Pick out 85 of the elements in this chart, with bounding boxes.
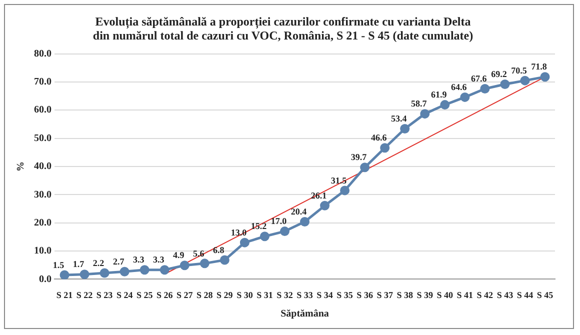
y-tick-label: 10.0 [34,246,52,257]
point [420,109,430,119]
y-tick-label: 80.0 [34,48,52,60]
x-tick-label: S 23 [96,290,114,300]
x-tick-label: S 44 [516,290,534,300]
point [240,238,250,248]
y-tick-label: 40.0 [34,161,52,172]
y-tick-label: 30.0 [34,189,52,200]
point [340,186,350,196]
data-label: 13.0 [230,227,248,238]
point [260,232,270,242]
y-tick-label: 0.0 [39,274,52,285]
x-tick-label: S 39 [416,290,434,300]
x-tick-label: S 42 [476,290,494,300]
x-tick-label: S 33 [296,290,314,300]
x-tick-label: S 25 [136,290,154,300]
data-label: 2.7 [112,256,125,266]
data-label: 58.7 [410,98,428,109]
data-label: 64.6 [451,82,468,92]
data-label: 67.6 [471,74,488,84]
data-label: 5.6 [193,248,205,258]
x-tick-label: S 28 [196,290,214,300]
x-tick-label: S 40 [436,290,454,300]
x-tick-label: S 29 [216,290,234,300]
data-label: 2.2 [92,258,105,268]
data-label: 17.0 [270,216,288,226]
point [440,100,450,110]
point [180,260,190,270]
data-label: 46.6 [370,132,388,143]
point [360,162,370,172]
x-axis-title: Săptămâna [280,308,329,320]
data-label: 69.2 [491,69,508,80]
data-label: 39.7 [350,152,368,162]
data-label: 61.9 [431,90,448,100]
x-tick-label: S 34 [316,290,334,300]
x-tick-label: S 45 [536,290,554,300]
point [60,270,70,280]
x-tick-label: S 37 [376,290,394,300]
data-label: 3.3 [152,254,165,265]
point [460,92,470,102]
point [280,226,290,236]
y-tick-label: 50.0 [34,132,52,144]
y-axis-title: % [16,162,27,172]
data-label: 4.9 [173,250,185,260]
data-label: 53.4 [390,114,408,124]
point [140,265,150,275]
x-tick-label: S 36 [356,290,374,300]
x-tick-label: S 31 [256,290,274,300]
point [480,84,490,94]
y-tick-label: 20.0 [34,217,52,228]
point [200,258,210,268]
y-tick-label: 70.0 [34,76,52,88]
x-tick-label: S 32 [276,290,294,300]
x-tick-label: S 24 [116,290,134,300]
data-label: 31.5 [330,175,348,186]
point [500,79,510,89]
x-tick-label: S 38 [396,290,414,300]
point [160,265,170,275]
point [320,200,330,210]
point [220,255,230,265]
point [400,124,410,134]
point [100,268,110,278]
x-tick-label: S 30 [236,290,254,300]
x-tick-label: S 26 [156,290,174,300]
data-label: 3.3 [132,254,145,265]
y-tick-label: 60.0 [34,104,52,116]
x-tick-label: S 43 [496,290,514,300]
x-tick-label: S 22 [76,290,94,300]
point [540,72,550,82]
x-tick-label: S 41 [456,290,474,300]
chart-title: Evoluția săptămânală a proporției cazurilor confirmate cu varianta Delta din numărul total de cazuri cu VOC, România, S 21 - S 45 (date cumulate) [92,14,474,43]
point [120,266,130,276]
point [80,270,90,280]
point [520,76,530,86]
data-label: 20.4 [290,206,308,217]
data-label: 70.5 [511,65,528,76]
data-label: 6.8 [213,244,225,255]
data-label: 71.8 [531,62,548,72]
x-tick-label: S 27 [176,290,194,300]
point [300,216,310,226]
data-label: 1.7 [72,259,85,270]
x-tick-label: S 35 [336,290,354,300]
x-tick-label: S 21 [56,290,74,300]
data-label: 1.5 [52,260,65,270]
point [380,143,390,153]
